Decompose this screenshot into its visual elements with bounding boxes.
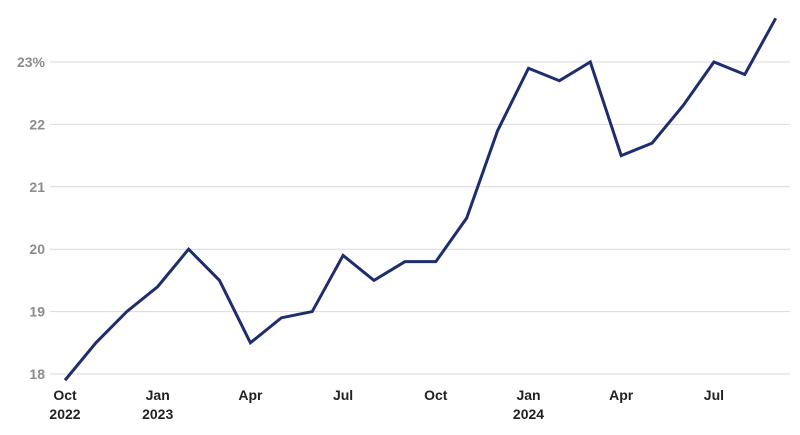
- y-tick-label: 23%: [17, 54, 46, 70]
- x-tick-year-label: 2022: [49, 406, 80, 422]
- x-tick-label: Apr: [609, 387, 634, 403]
- x-tick-label: Jul: [333, 387, 353, 403]
- gridlines: [50, 61, 790, 375]
- y-tick-label: 22: [29, 116, 45, 132]
- y-tick-label: 21: [29, 179, 45, 195]
- x-tick-label: Oct: [424, 387, 448, 403]
- y-tick-label: 19: [29, 304, 45, 320]
- x-axis-ticks: Oct 2022 Jan 2023 Apr Jul Oct Jan 2024 Apr Jul: [49, 387, 724, 422]
- series-line-0: [63, 17, 778, 382]
- x-tick-year-label: 2023: [142, 406, 173, 422]
- y-tick-label: 18: [29, 366, 45, 382]
- x-tick-label: Jan: [516, 387, 540, 403]
- series-layer: [63, 17, 778, 382]
- x-tick-label: Jan: [146, 387, 170, 403]
- x-tick-label: Apr: [238, 387, 263, 403]
- x-tick-year-label: 2024: [513, 406, 544, 422]
- y-axis-ticks: 23% 22 21 20 19 18: [17, 54, 46, 382]
- x-tick-label: Jul: [704, 387, 724, 403]
- x-tick-label: Oct: [53, 387, 77, 403]
- y-tick-label: 20: [29, 241, 45, 257]
